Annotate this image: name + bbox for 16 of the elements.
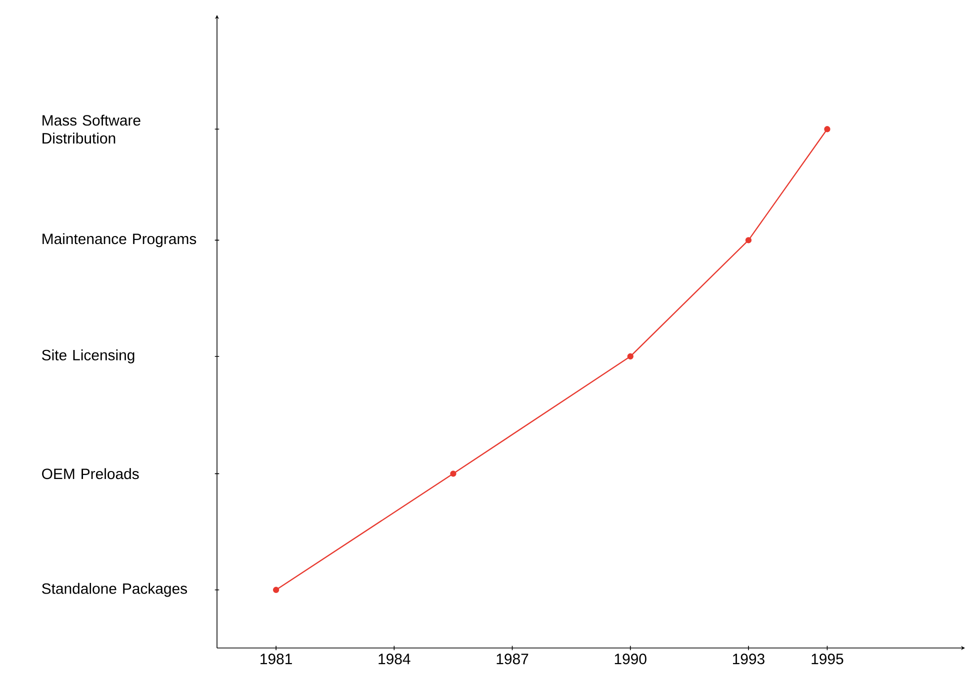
- text: OEM Preloads: [42, 468, 139, 480]
- x-tick-label: 1984: [378, 654, 410, 664]
- text: Standalone Packages: [42, 582, 187, 597]
- point: [824, 126, 830, 132]
- x-tick-label: 1995: [812, 654, 844, 664]
- x-tick-label: 1987: [496, 654, 528, 664]
- x-tick-label: 1993: [733, 654, 764, 664]
- point: [450, 470, 456, 477]
- text: Mass Software Distribution: [42, 114, 140, 144]
- x-tick-label: 1981: [260, 654, 292, 664]
- point: [627, 353, 634, 360]
- text: Site Licensing: [42, 349, 134, 364]
- x-tick-label: 1990: [614, 654, 646, 664]
- point: [272, 586, 280, 593]
- text: Maintenance Programs: [42, 233, 196, 248]
- point: [745, 237, 752, 244]
